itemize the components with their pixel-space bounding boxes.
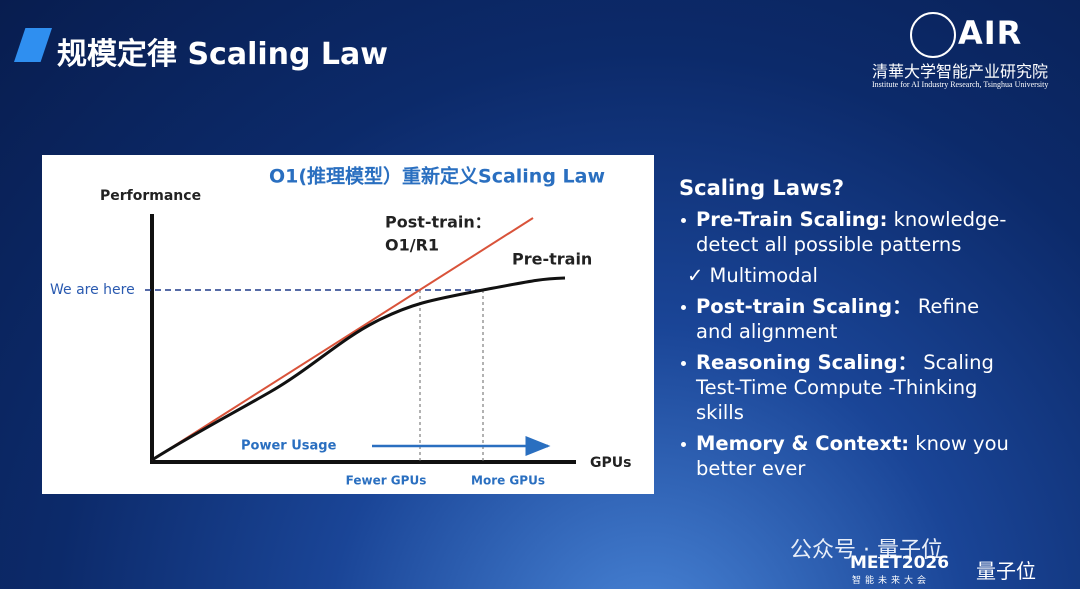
note-item: Reasoning Scaling： Scaling Test-Time Com…: [679, 350, 1019, 425]
note-bold: Post-train Scaling：: [696, 295, 912, 318]
note-text: knowledge-detect all possible patterns: [696, 208, 1007, 256]
note-sub: ✓ Multimodal: [687, 264, 818, 287]
figure-panel: [42, 155, 654, 494]
logo-seal: [910, 12, 956, 58]
note-text: know you better ever: [696, 432, 1009, 480]
event: MEET2026: [850, 553, 950, 573]
logo-mark: AIR: [958, 14, 1023, 52]
note-bold: Pre-Train Scaling:: [696, 208, 888, 231]
watermark: 公众号 · 量子位: [790, 538, 943, 563]
brand: 量子位: [976, 559, 1036, 583]
post-train-label: O1/R1: [385, 236, 439, 255]
notes-heading: Scaling Laws?: [679, 176, 845, 200]
note-item: Memory & Context: know you better ever: [679, 431, 1019, 481]
arrow-label: Power Usage: [241, 439, 337, 454]
note-item: Pre-Train Scaling: knowledge-detect all …: [679, 207, 1019, 257]
more-label: More GPUs: [471, 474, 545, 488]
post-train-label: Post-train：: [385, 213, 491, 232]
pre-train-curve: [151, 276, 566, 462]
marker-label: We are here: [50, 282, 135, 298]
note-bold: Memory & Context:: [696, 432, 910, 455]
post-train-curve: [151, 217, 534, 461]
logo-org-en: Institute for AI Industry Research, Tsin…: [872, 80, 1049, 89]
slide-title: 规模定律 Scaling Law: [57, 37, 388, 72]
figure-title: O1(推理模型）重新定义Scaling Law: [269, 165, 605, 188]
note-text: Refine and alignment: [696, 295, 980, 343]
notes: Scaling Laws? Pre-Train Scaling: knowled…: [679, 176, 1019, 481]
fewer-label: Fewer GPUs: [346, 474, 427, 488]
note-text: Scaling Test-Time Compute -Thinking skil…: [696, 351, 994, 424]
note-bold: Reasoning Scaling：: [696, 351, 918, 374]
event-sub: 智能未来大会: [852, 576, 931, 586]
y-axis-label: Performance: [100, 188, 201, 204]
note-item: Post-train Scaling： Refine and alignment: [679, 294, 1019, 344]
x-axis-label: GPUs: [590, 455, 631, 471]
pre-train-label: Pre-train: [512, 250, 592, 269]
logo-org: 清華大学智能产业研究院: [872, 62, 1049, 81]
